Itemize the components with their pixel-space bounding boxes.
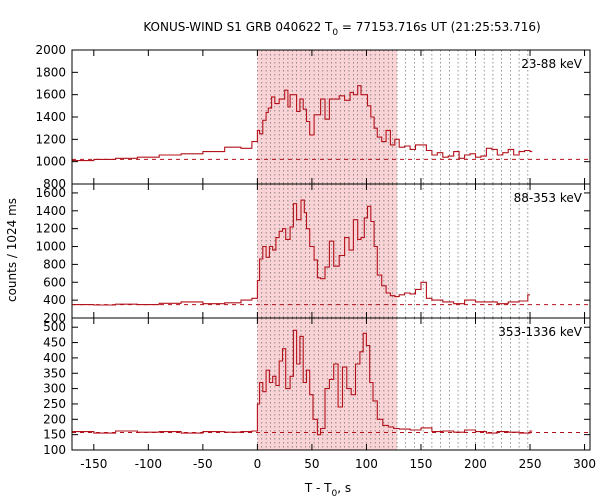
y-tick-label: 800 <box>43 257 66 271</box>
y-tick-label: 1600 <box>35 88 66 102</box>
light-curve-series <box>72 85 533 162</box>
y-tick-label: 600 <box>43 275 66 289</box>
x-tick-label: 250 <box>519 457 542 471</box>
y-tick-label: 150 <box>43 428 66 442</box>
chart-title: KONUS-WIND S1 GRB 040622 T0 = 77153.716s… <box>143 20 540 38</box>
x-axis: -150 -100 -50 0 50 100 150 200 250 300 <box>80 457 596 471</box>
y-tick-label: 200 <box>43 412 66 426</box>
y-tick-label: 250 <box>43 397 66 411</box>
y-tick-label: 1400 <box>35 110 66 124</box>
energy-band-label: 353-1336 keV <box>498 325 582 339</box>
y-tick-label: 350 <box>43 366 66 380</box>
y-tick-label: 100 <box>43 443 66 457</box>
y-tick-label: 450 <box>43 336 66 350</box>
y-axis-title: counts / 1024 ms <box>5 198 19 302</box>
y-tick-label: 1000 <box>35 240 66 254</box>
energy-band-label: 88-353 keV <box>514 191 583 205</box>
y-tick-label: 400 <box>43 293 66 307</box>
panel-1: 800 1000 1200 1400 1600 1800 2000 23-88 keV <box>35 43 591 191</box>
x-tick-label: -150 <box>80 457 107 471</box>
x-tick-label: 150 <box>410 457 433 471</box>
y-tick-label: 1600 <box>35 186 66 200</box>
x-tick-label: -100 <box>135 457 162 471</box>
y-tick-label: 500 <box>43 320 66 334</box>
light-curve-series <box>72 329 533 436</box>
x-tick-label: -50 <box>193 457 213 471</box>
y-tick-label: 1800 <box>35 65 66 79</box>
x-tick-label: 200 <box>464 457 487 471</box>
y-tick-label: 200 <box>43 311 66 325</box>
x-tick-label: 300 <box>573 457 596 471</box>
x-axis-title: T - T0, s <box>304 481 351 499</box>
x-tick-label: 50 <box>304 457 319 471</box>
panels-group: 800 1000 1200 1400 1600 1800 2000 23-88 keV 200 4… <box>35 43 591 457</box>
y-tick-label: 400 <box>43 351 66 365</box>
y-tick-label: 1400 <box>35 204 66 218</box>
panel-frame <box>71 317 591 451</box>
energy-band-label: 23-88 keV <box>521 57 583 71</box>
shaded-interval <box>257 184 397 318</box>
shaded-interval <box>257 318 397 450</box>
x-tick-label: 100 <box>355 457 378 471</box>
y-tick-label: 2000 <box>35 43 66 57</box>
y-tick-label: 300 <box>43 382 66 396</box>
light-curve-series <box>72 199 530 306</box>
y-tick-label: 1200 <box>35 222 66 236</box>
panel-2: 200 400 600 800 1000 1200 1400 1600 88-353 keV <box>35 183 591 325</box>
y-tick-label: 1000 <box>35 155 66 169</box>
y-tick-label: 1200 <box>35 132 66 146</box>
x-tick-label: 0 <box>254 457 262 471</box>
y-tick-label: 800 <box>43 177 66 191</box>
